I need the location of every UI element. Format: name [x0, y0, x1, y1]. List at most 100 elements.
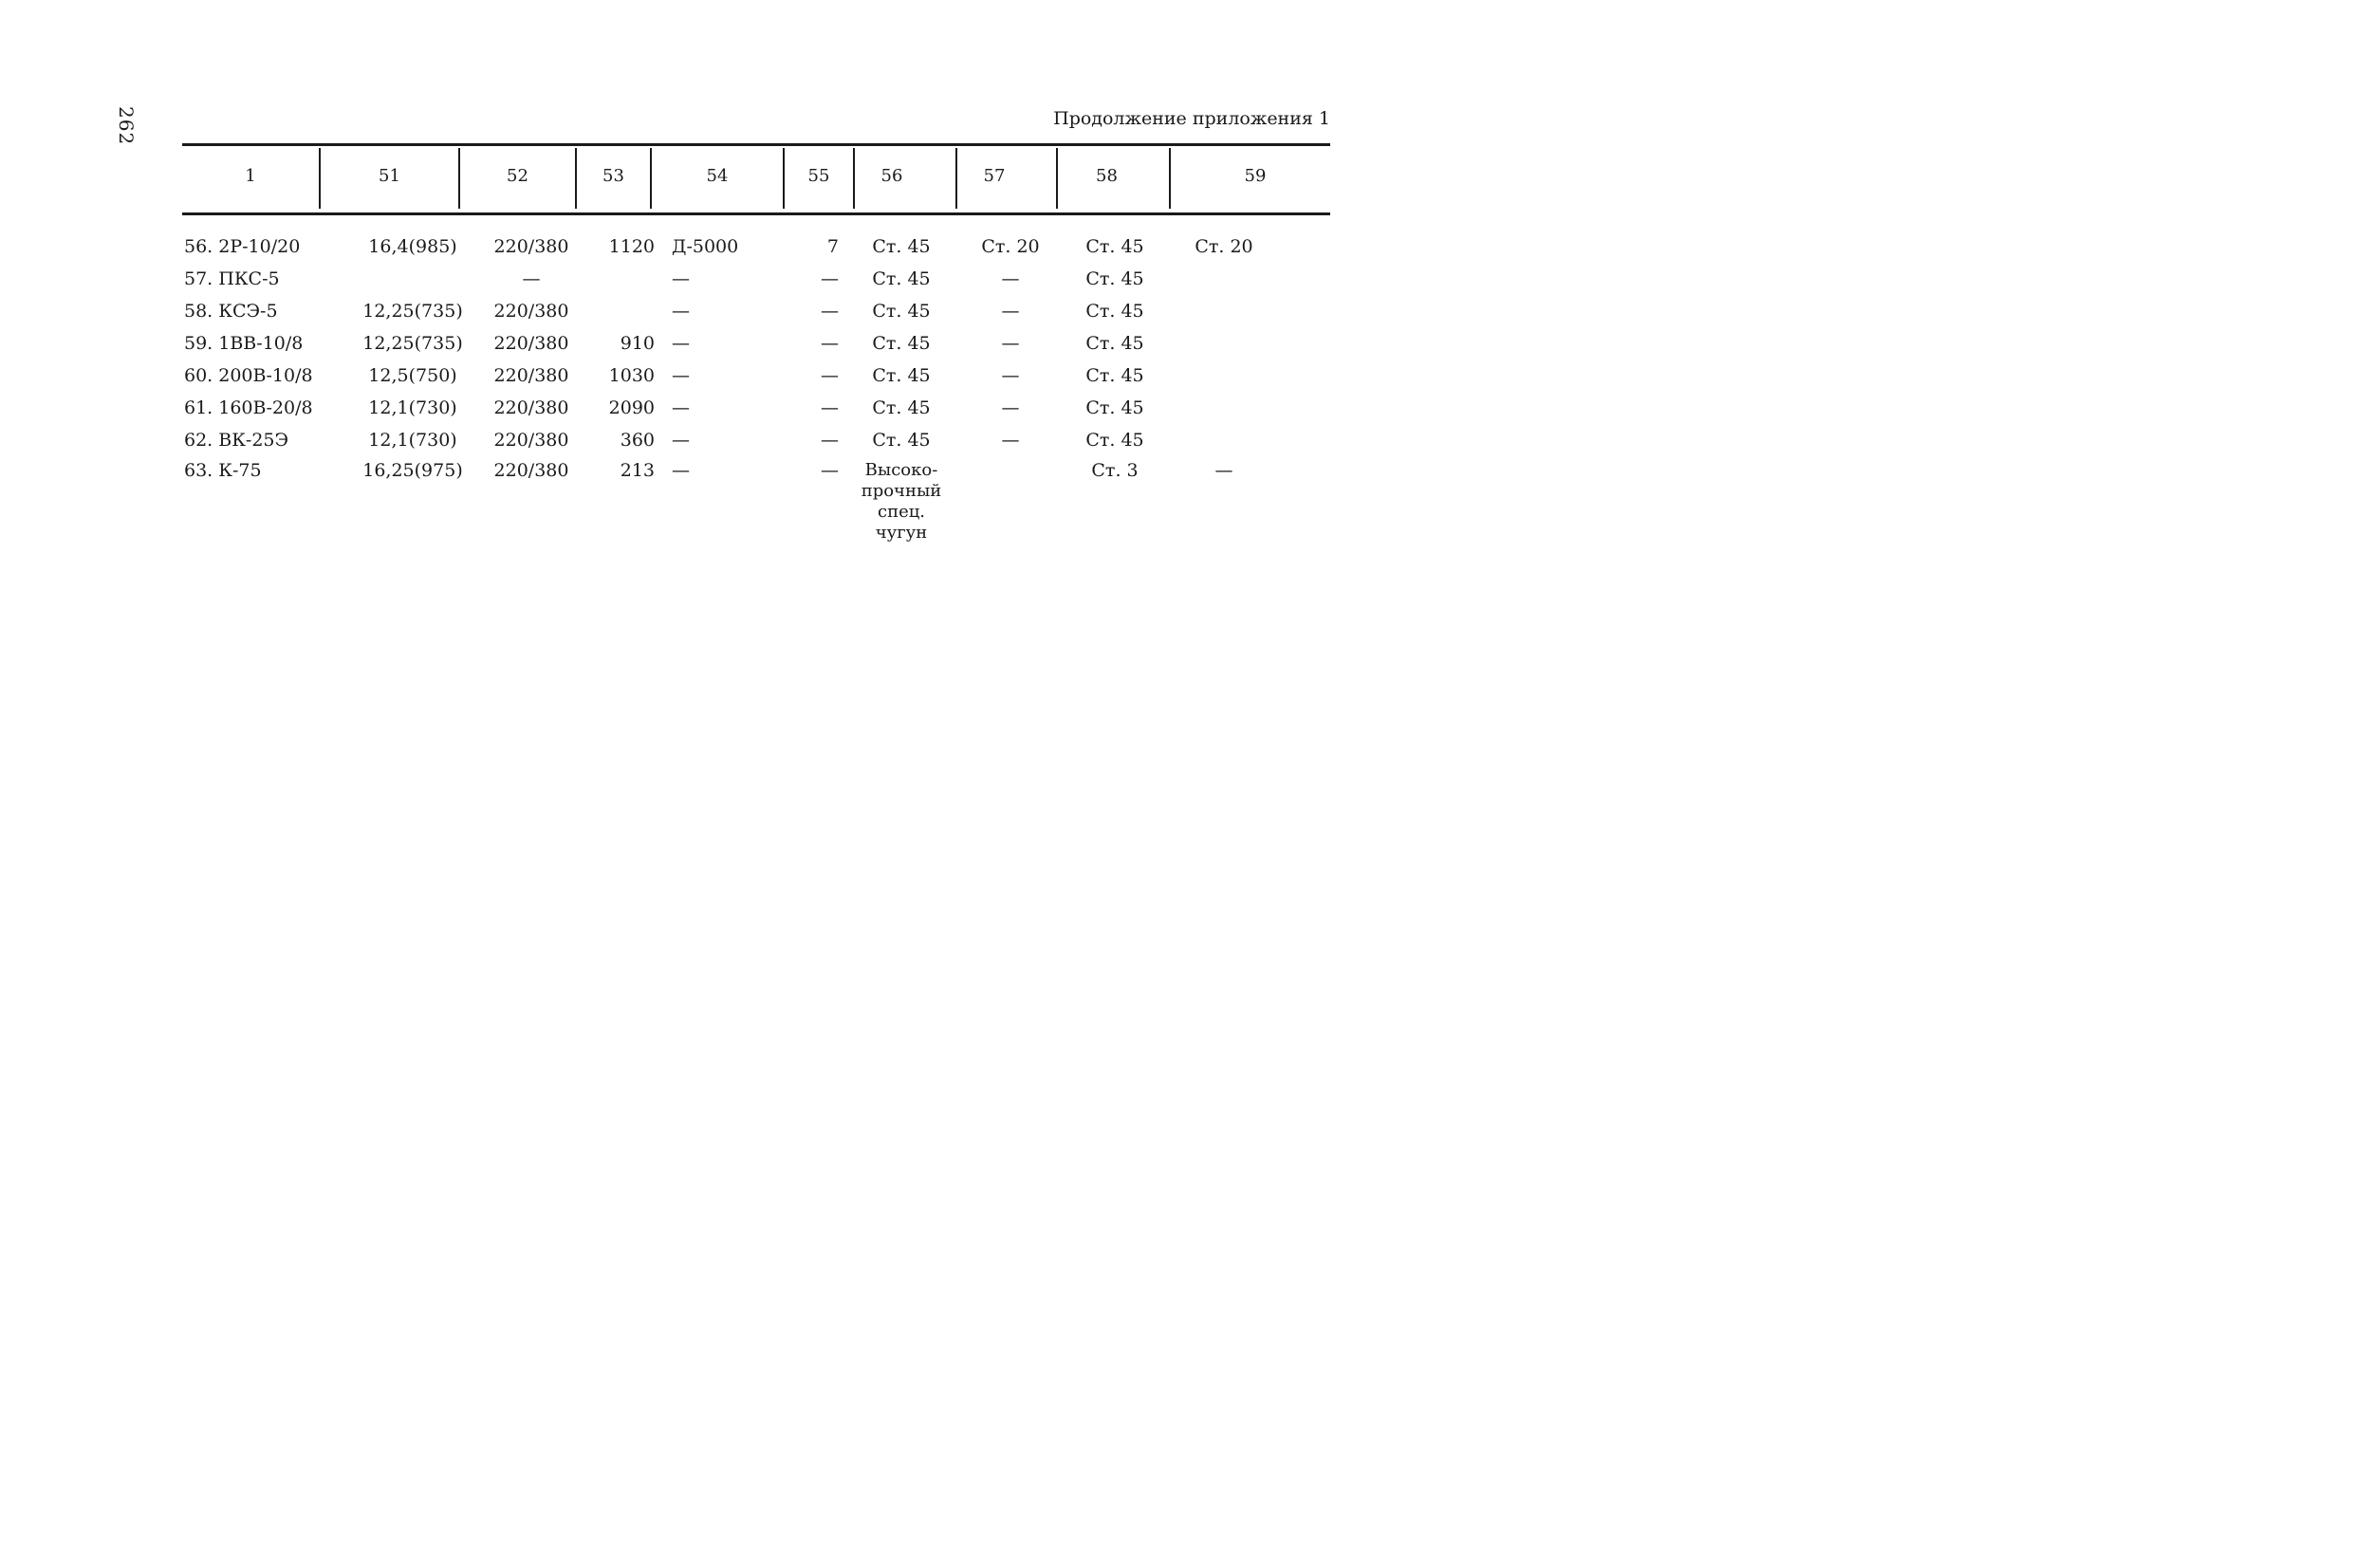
- cell-51: 12,25(735): [362, 333, 463, 354]
- cell-57: —: [1001, 430, 1020, 451]
- cell-55: —: [821, 268, 839, 289]
- column-header: 59: [1244, 166, 1267, 186]
- column-divider: [955, 148, 957, 209]
- cell-58: Ст. 45: [1085, 365, 1144, 386]
- cell-54: —: [672, 460, 690, 481]
- column-divider: [783, 148, 785, 209]
- cell-52: 220/380: [493, 333, 569, 354]
- cell-53: 360: [620, 430, 655, 451]
- column-header: 1: [245, 166, 256, 186]
- cell-57: —: [1001, 301, 1020, 322]
- cell-54: —: [672, 397, 690, 418]
- cell-item: 57. ПКС-5: [184, 268, 280, 289]
- cell-57: —: [1001, 365, 1020, 386]
- cell-item: 62. ВК-25Э: [184, 430, 289, 451]
- column-header: 57: [983, 166, 1006, 186]
- column-divider: [319, 148, 321, 209]
- cell-51: 16,4(985): [368, 236, 457, 257]
- cell-58: Ст. 45: [1085, 430, 1144, 451]
- cell-58: Ст. 45: [1085, 397, 1144, 418]
- cell-58: Ст. 45: [1085, 333, 1144, 354]
- cell-55: 7: [826, 236, 839, 257]
- cell-58: Ст. 3: [1091, 460, 1139, 481]
- cell-59: Ст. 20: [1195, 236, 1253, 257]
- cell-52: 220/380: [493, 460, 569, 481]
- cell-51: 12,1(730): [368, 430, 457, 451]
- cell-item: 58. КСЭ-5: [184, 301, 278, 322]
- cell-51: 16,25(975): [362, 460, 463, 481]
- cell-54: —: [672, 333, 690, 354]
- cell-item: 61. 160В-20/8: [184, 397, 313, 418]
- table-row: 59. 1ВВ-10/8 12,25(735) 220/380 910 — — …: [0, 333, 1467, 363]
- table-row: 60. 200В-10/8 12,5(750) 220/380 1030 — —…: [0, 365, 1467, 396]
- table-row: 58. КСЭ-5 12,25(735) 220/380 — — Ст. 45 …: [0, 301, 1467, 331]
- cell-55: —: [821, 301, 839, 322]
- cell-57: —: [1001, 397, 1020, 418]
- cell-55: —: [821, 460, 839, 481]
- cell-53: 910: [620, 333, 655, 354]
- cell-53: 2090: [608, 397, 655, 418]
- table-row: 56. 2Р-10/20 16,4(985) 220/380 1120 Д-50…: [0, 236, 1467, 267]
- cell-51: 12,1(730): [368, 397, 457, 418]
- cell-58: Ст. 45: [1085, 268, 1144, 289]
- table-caption: Продолжение приложения 1: [1053, 108, 1330, 129]
- cell-59: —: [1214, 460, 1233, 481]
- cell-item: 56. 2Р-10/20: [184, 236, 301, 257]
- cell-55: —: [821, 333, 839, 354]
- cell-57: Ст. 20: [981, 236, 1040, 257]
- cell-54: —: [672, 430, 690, 451]
- table-row: 57. ПКС-5 — — — Ст. 45 — Ст. 45: [0, 268, 1467, 299]
- cell-item: 59. 1ВВ-10/8: [184, 333, 304, 354]
- cell-52: 220/380: [493, 397, 569, 418]
- column-divider: [458, 148, 460, 209]
- cell-54: —: [672, 268, 690, 289]
- cell-53: 1030: [608, 365, 655, 386]
- cell-53: 1120: [608, 236, 655, 257]
- cell-56: Ст. 45: [872, 333, 931, 354]
- column-divider: [575, 148, 577, 209]
- cell-57: —: [1001, 333, 1020, 354]
- cell-52: 220/380: [493, 365, 569, 386]
- cell-57: —: [1001, 268, 1020, 289]
- cell-item: 63. К-75: [184, 460, 262, 481]
- cell-52: 220/380: [493, 301, 569, 322]
- cell-51: 12,25(735): [362, 301, 463, 322]
- column-divider: [1169, 148, 1171, 209]
- cell-56: Ст. 45: [872, 365, 931, 386]
- cell-58: Ст. 45: [1085, 301, 1144, 322]
- cell-52: —: [522, 268, 541, 289]
- column-header: 58: [1096, 166, 1118, 186]
- cell-54: Д-5000: [672, 236, 739, 257]
- cell-55: —: [821, 365, 839, 386]
- column-header: 51: [379, 166, 400, 186]
- column-header: 52: [507, 166, 528, 186]
- cell-56: Ст. 45: [872, 236, 931, 257]
- cell-55: —: [821, 430, 839, 451]
- cell-56: Ст. 45: [872, 268, 931, 289]
- column-header: 54: [706, 166, 729, 186]
- cell-56: Высоко- прочный спец. чугун: [861, 460, 942, 543]
- column-divider: [1056, 148, 1058, 209]
- table-header-rule: [182, 212, 1330, 215]
- cell-56: Ст. 45: [872, 430, 931, 451]
- cell-55: —: [821, 397, 839, 418]
- cell-item: 60. 200В-10/8: [184, 365, 313, 386]
- cell-53: 213: [620, 460, 655, 481]
- cell-54: —: [672, 301, 690, 322]
- column-divider: [650, 148, 652, 209]
- cell-52: 220/380: [493, 236, 569, 257]
- table-row: 61. 160В-20/8 12,1(730) 220/380 2090 — —…: [0, 397, 1467, 428]
- table-top-rule: [182, 143, 1330, 146]
- cell-58: Ст. 45: [1085, 236, 1144, 257]
- cell-51: 12,5(750): [368, 365, 457, 386]
- cell-56: Ст. 45: [872, 301, 931, 322]
- column-header: 55: [807, 166, 830, 186]
- cell-56: Ст. 45: [872, 397, 931, 418]
- cell-54: —: [672, 365, 690, 386]
- table-row: 62. ВК-25Э 12,1(730) 220/380 360 — — Ст.…: [0, 430, 1467, 460]
- cell-52: 220/380: [493, 430, 569, 451]
- table-row: 63. К-75 16,25(975) 220/380 213 — — Высо…: [0, 460, 1467, 543]
- column-header: 53: [602, 166, 624, 186]
- column-divider: [853, 148, 855, 209]
- column-header: 56: [880, 166, 903, 186]
